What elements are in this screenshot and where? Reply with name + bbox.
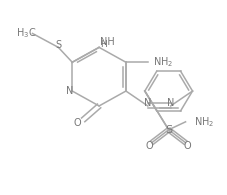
Text: O: O xyxy=(73,118,81,128)
Text: NH: NH xyxy=(100,37,114,47)
Text: N: N xyxy=(66,86,73,96)
Text: N: N xyxy=(167,98,174,108)
Text: $\mathregular{H_3C}$: $\mathregular{H_3C}$ xyxy=(16,27,37,40)
Text: O: O xyxy=(184,141,191,151)
Text: O: O xyxy=(146,141,154,151)
Text: $\mathregular{NH_2}$: $\mathregular{NH_2}$ xyxy=(193,115,214,129)
Text: S: S xyxy=(55,40,61,50)
Text: N: N xyxy=(144,98,151,108)
Text: S: S xyxy=(165,125,172,135)
Text: H: H xyxy=(100,40,106,49)
Text: $\mathregular{NH_2}$: $\mathregular{NH_2}$ xyxy=(153,55,173,69)
